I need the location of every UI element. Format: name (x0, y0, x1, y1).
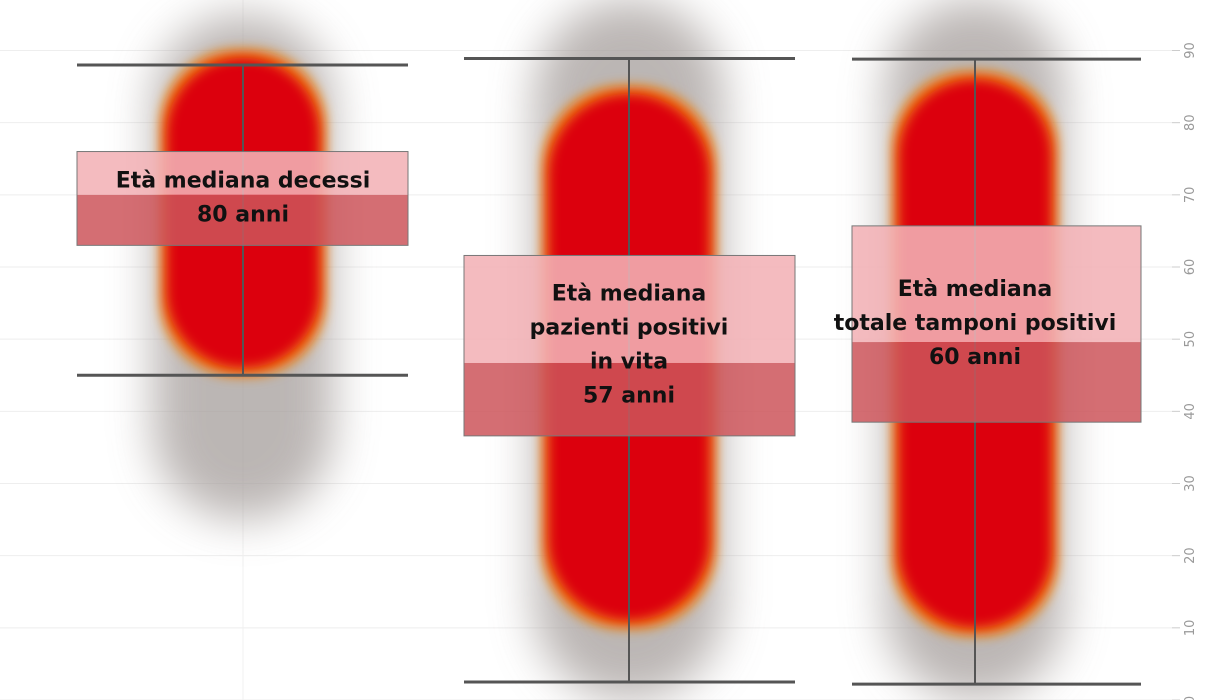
box-upper (852, 225, 1141, 343)
y-tick-label: 50 (1183, 331, 1198, 348)
box-outline (851, 225, 1142, 423)
box-label: 60 anni (929, 345, 1021, 370)
y-tick-label: 80 (1183, 114, 1198, 131)
y-tick-label: 40 (1183, 403, 1198, 420)
box-label: totale tamponi positivi (834, 311, 1117, 336)
box-upper (464, 255, 795, 363)
box-lower (464, 362, 795, 436)
y-tick-label: 30 (1183, 475, 1198, 492)
y-tick-label: 20 (1183, 547, 1198, 564)
y-tick-label: 10 (1183, 620, 1198, 637)
box-upper (77, 151, 408, 195)
box-label: pazienti positivi (530, 316, 729, 341)
box-outline (76, 151, 409, 246)
box-label: Età mediana (552, 282, 707, 307)
box-lower (852, 342, 1141, 423)
box-label: Età mediana (898, 277, 1053, 302)
y-tick-label: 0 (1183, 696, 1198, 700)
y-tick-label: 70 (1183, 187, 1198, 204)
box-outline (463, 254, 796, 437)
y-tick-label: 90 (1183, 42, 1198, 59)
box-label: 80 anni (197, 202, 289, 227)
box-label: 57 anni (583, 384, 675, 409)
box-label: in vita (590, 350, 668, 375)
box-label: Età mediana decessi (116, 168, 371, 193)
y-tick-label: 60 (1183, 259, 1198, 276)
box-lower (77, 194, 408, 246)
